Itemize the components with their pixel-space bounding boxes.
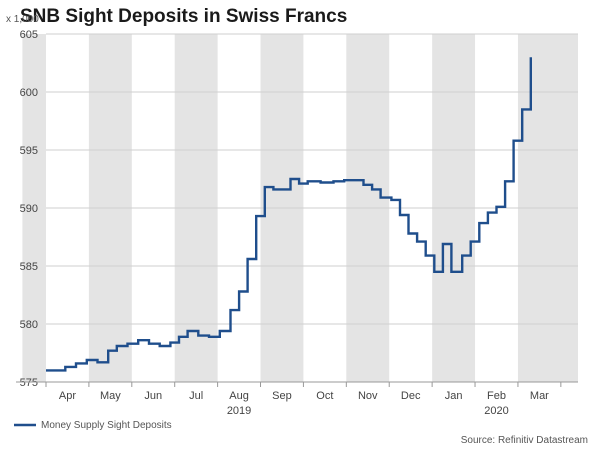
x-tick-label: Sep	[272, 390, 292, 402]
chart-title: SNB Sight Deposits in Swiss Francs	[20, 6, 347, 27]
y-tick-label: 600	[20, 87, 38, 99]
y-tick-label: 580	[20, 319, 38, 331]
y-axis: 575 580 585 590 595 600 605	[20, 29, 38, 389]
source-note: Source: Refinitiv Datastream	[461, 435, 588, 446]
x-tick-label: Apr	[59, 390, 76, 402]
x-year-label: 2019	[227, 405, 251, 417]
x-tick-label: May	[100, 390, 121, 402]
shade-band-mar	[22, 34, 46, 382]
y-unit-label: x 1,000	[6, 14, 39, 25]
series-layer	[46, 57, 532, 372]
x-tick-label: Aug	[229, 390, 249, 402]
legend: Money Supply Sight Deposits	[14, 420, 172, 431]
x-tick-label: Jan	[445, 390, 463, 402]
legend-label: Money Supply Sight Deposits	[41, 420, 172, 431]
series-line-0	[46, 57, 532, 372]
x-tick-label: Jun	[144, 390, 162, 402]
x-tick-label: Dec	[401, 390, 421, 402]
x-tick-label: Nov	[358, 390, 378, 402]
y-tick-label: 595	[20, 145, 38, 157]
x-year-label: 2020	[484, 405, 508, 417]
x-tick-label: Oct	[316, 390, 333, 402]
y-tick-label: 575	[20, 377, 38, 389]
x-tick-label: Feb	[487, 390, 506, 402]
x-axis: Apr May Jun Jul Aug Sep Oct Nov Dec Jan Feb Mar 2019…	[45, 382, 562, 417]
y-tick-label: 590	[20, 203, 38, 215]
x-tick-label: Mar	[530, 390, 549, 402]
y-tick-label: 605	[20, 29, 38, 41]
x-tick-label: Jul	[189, 390, 203, 402]
y-tick-label: 585	[20, 261, 38, 273]
